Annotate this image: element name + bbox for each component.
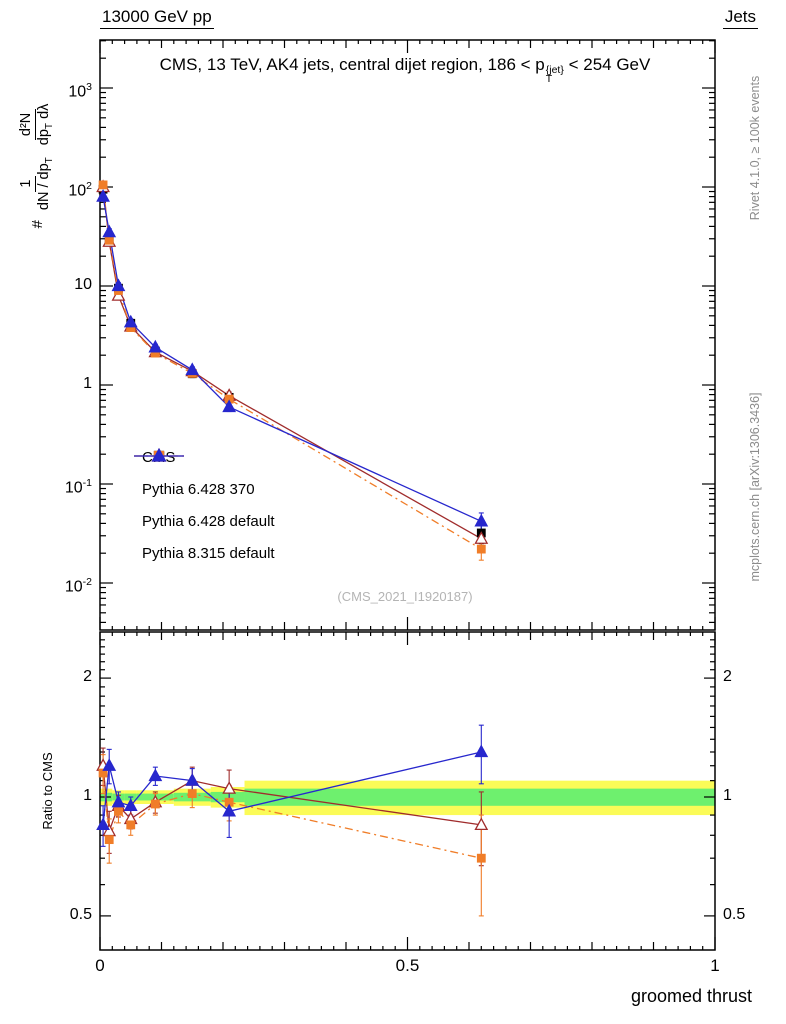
legend-swatch xyxy=(134,447,184,462)
data-point-marker xyxy=(476,853,486,863)
data-point-marker xyxy=(185,773,200,786)
ratio-y-tick-label-right: 0.5 xyxy=(723,905,746,923)
data-point-marker xyxy=(148,339,163,353)
main-y-tick-label: 10 xyxy=(74,276,92,293)
x-axis-label: groomed thrust xyxy=(630,986,752,1006)
data-point-marker xyxy=(114,806,123,816)
data-point-marker xyxy=(474,531,489,544)
pt-jet-supsub: {jet} T xyxy=(545,64,564,85)
ylabel-frac2-num: d²N xyxy=(18,108,37,141)
data-point-marker xyxy=(148,768,163,782)
data-point-marker xyxy=(123,314,138,328)
data-point-marker xyxy=(150,799,160,809)
main-y-tick-label: 103 xyxy=(68,81,92,101)
ratio-y-tick-label-right: 2 xyxy=(723,668,732,686)
data-point-marker xyxy=(98,180,108,190)
data-point-marker xyxy=(474,744,489,758)
ratio-panel-series xyxy=(96,724,489,917)
axis-ticks xyxy=(99,40,716,950)
main-y-tick-label: 1 xyxy=(83,375,92,392)
beam-energy-label: 13000 GeV pp xyxy=(100,7,214,29)
data-point-marker xyxy=(185,362,200,376)
rivet-version-note: Rivet 4.1.0, ≥ 100k events xyxy=(748,75,762,221)
analysis-id-watermark: (CMS_2021_I1920187) xyxy=(337,589,473,604)
ylabel-frac2-den: dpT dλ xyxy=(36,103,56,146)
data-point-marker xyxy=(102,758,117,771)
ylabel-prefix: # xyxy=(28,220,46,229)
data-point-marker xyxy=(126,820,136,830)
x-tick-label: 0.5 xyxy=(395,956,420,975)
x-tick-label: 0 xyxy=(95,956,105,975)
ratio-y-tick-label-right: 1 xyxy=(723,787,732,804)
legend-item: Pythia 6.428 default xyxy=(132,450,275,532)
ratio-y-tick-label-left: 1 xyxy=(83,787,92,804)
title-subscript: T xyxy=(545,73,553,85)
legend-item: Pythia 6.428 370 xyxy=(132,447,275,500)
data-point-marker xyxy=(222,803,237,817)
main-y-tick-label: 102 xyxy=(68,180,92,200)
main-panel-series xyxy=(96,179,489,561)
data-point-marker xyxy=(96,817,110,831)
ylabel-fraction-2: d²N dpT dλ xyxy=(18,102,55,148)
legend-label: Pythia 6.428 370 xyxy=(142,480,255,498)
data-point-marker xyxy=(96,189,110,202)
legend-item: Pythia 8.315 default xyxy=(132,447,275,564)
ratio-series-line xyxy=(102,772,482,859)
main-y-tick-label: 10-1 xyxy=(64,477,92,497)
data-point-marker xyxy=(474,817,489,831)
legend-label: Pythia 6.428 default xyxy=(142,512,275,530)
data-point-marker xyxy=(123,798,138,811)
data-point-marker xyxy=(111,794,126,808)
main-y-tick-label: 10-2 xyxy=(64,576,92,596)
band-green xyxy=(244,788,715,806)
series-line xyxy=(102,184,482,550)
data-point-marker xyxy=(222,399,237,413)
data-point-marker xyxy=(151,447,167,462)
data-point-marker xyxy=(102,224,117,238)
process-label: Jets xyxy=(722,7,758,29)
ratio-y-tick-label-left: 0.5 xyxy=(69,905,92,923)
data-point-marker xyxy=(111,278,126,292)
title-text-post: < 254 GeV xyxy=(563,55,651,74)
data-point-marker xyxy=(474,513,489,527)
title-superscript: {jet} xyxy=(545,64,564,76)
ratio-series-line xyxy=(102,751,482,825)
data-point-marker xyxy=(98,768,108,778)
data-point-marker xyxy=(104,235,114,245)
title-text: CMS, 13 TeV, AK4 jets, central dijet reg… xyxy=(159,55,545,74)
data-point-marker xyxy=(187,789,197,799)
data-point-marker xyxy=(222,781,237,794)
band-green xyxy=(210,791,245,803)
plot-title: CMS, 13 TeV, AK4 jets, central dijet reg… xyxy=(50,55,760,84)
data-point-marker xyxy=(104,835,114,845)
data-point-marker xyxy=(476,544,486,554)
ratio-y-tick-label-left: 2 xyxy=(83,668,92,686)
legend-label: Pythia 8.315 default xyxy=(142,544,275,562)
x-tick-label: 1 xyxy=(710,956,720,975)
mcplots-reference-note: mcplots.cern.ch [arXiv:1306.3436] xyxy=(748,392,762,582)
